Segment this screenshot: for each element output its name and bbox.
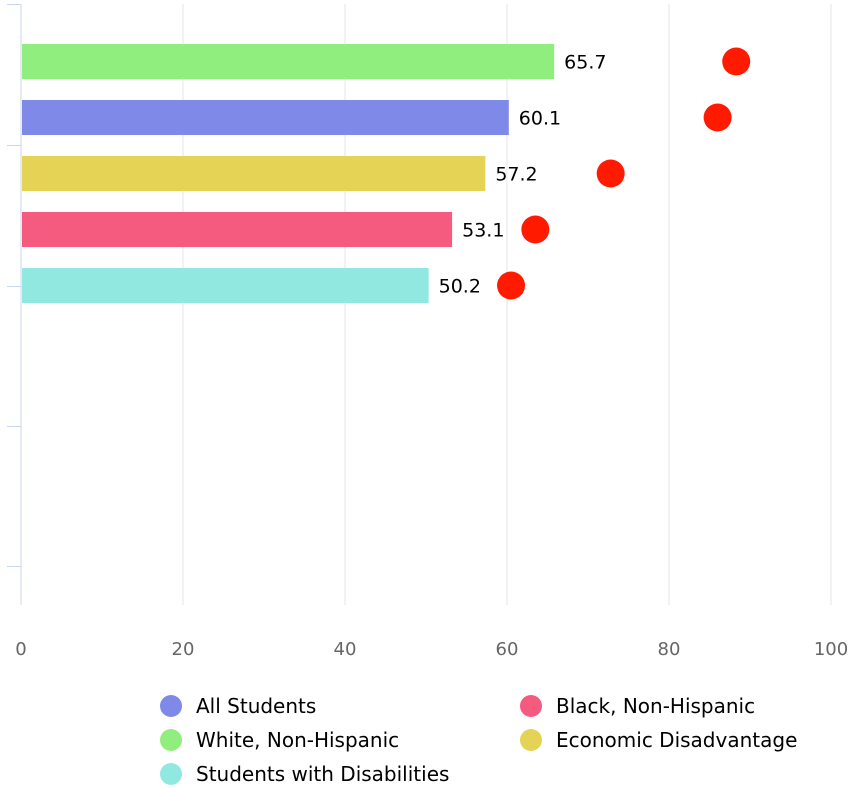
legend-label: Economic Disadvantage	[556, 728, 798, 752]
x-tick-label: 20	[172, 639, 195, 660]
legend: All Students Black, Non-Hispanic White, …	[160, 694, 840, 786]
x-tick-label: 40	[334, 639, 357, 660]
x-tick-label: 80	[658, 639, 681, 660]
data-label: 57.2	[495, 164, 537, 186]
target-marker	[722, 47, 751, 76]
legend-label: Students with Disabilities	[196, 762, 450, 786]
legend-swatch	[160, 695, 182, 717]
legend-item-economic-disadvantage[interactable]: Economic Disadvantage	[520, 728, 840, 752]
bar	[22, 212, 453, 247]
target-marker	[703, 103, 732, 132]
target-marker	[497, 271, 526, 300]
bar	[22, 268, 429, 303]
data-label: 60.1	[519, 108, 561, 130]
legend-item-all-students[interactable]: All Students	[160, 694, 520, 718]
data-label: 53.1	[462, 220, 504, 242]
legend-swatch	[160, 729, 182, 751]
target-marker	[521, 215, 550, 244]
legend-item-students-with-disabilities[interactable]: Students with Disabilities	[160, 762, 520, 786]
legend-item-white-non-hispanic[interactable]: White, Non-Hispanic	[160, 728, 520, 752]
x-tick-label: 0	[15, 639, 26, 660]
legend-item-black-non-hispanic[interactable]: Black, Non-Hispanic	[520, 694, 840, 718]
data-label: 50.2	[439, 276, 481, 298]
target-marker	[596, 159, 625, 188]
legend-swatch	[160, 763, 182, 785]
legend-swatch	[520, 729, 542, 751]
bar	[22, 44, 555, 79]
legend-swatch	[520, 695, 542, 717]
legend-label: White, Non-Hispanic	[196, 728, 400, 752]
legend-label: All Students	[196, 694, 317, 718]
bar	[22, 156, 486, 191]
x-tick-label: 60	[496, 639, 519, 660]
legend-label: Black, Non-Hispanic	[556, 694, 756, 718]
data-label: 65.7	[564, 52, 606, 74]
x-tick-label: 100	[814, 639, 848, 660]
bar-chart: 0 20 40 60 80 100 65.7 60.1 57.2 53.1 50.2	[7, 4, 848, 660]
bar	[22, 100, 509, 135]
